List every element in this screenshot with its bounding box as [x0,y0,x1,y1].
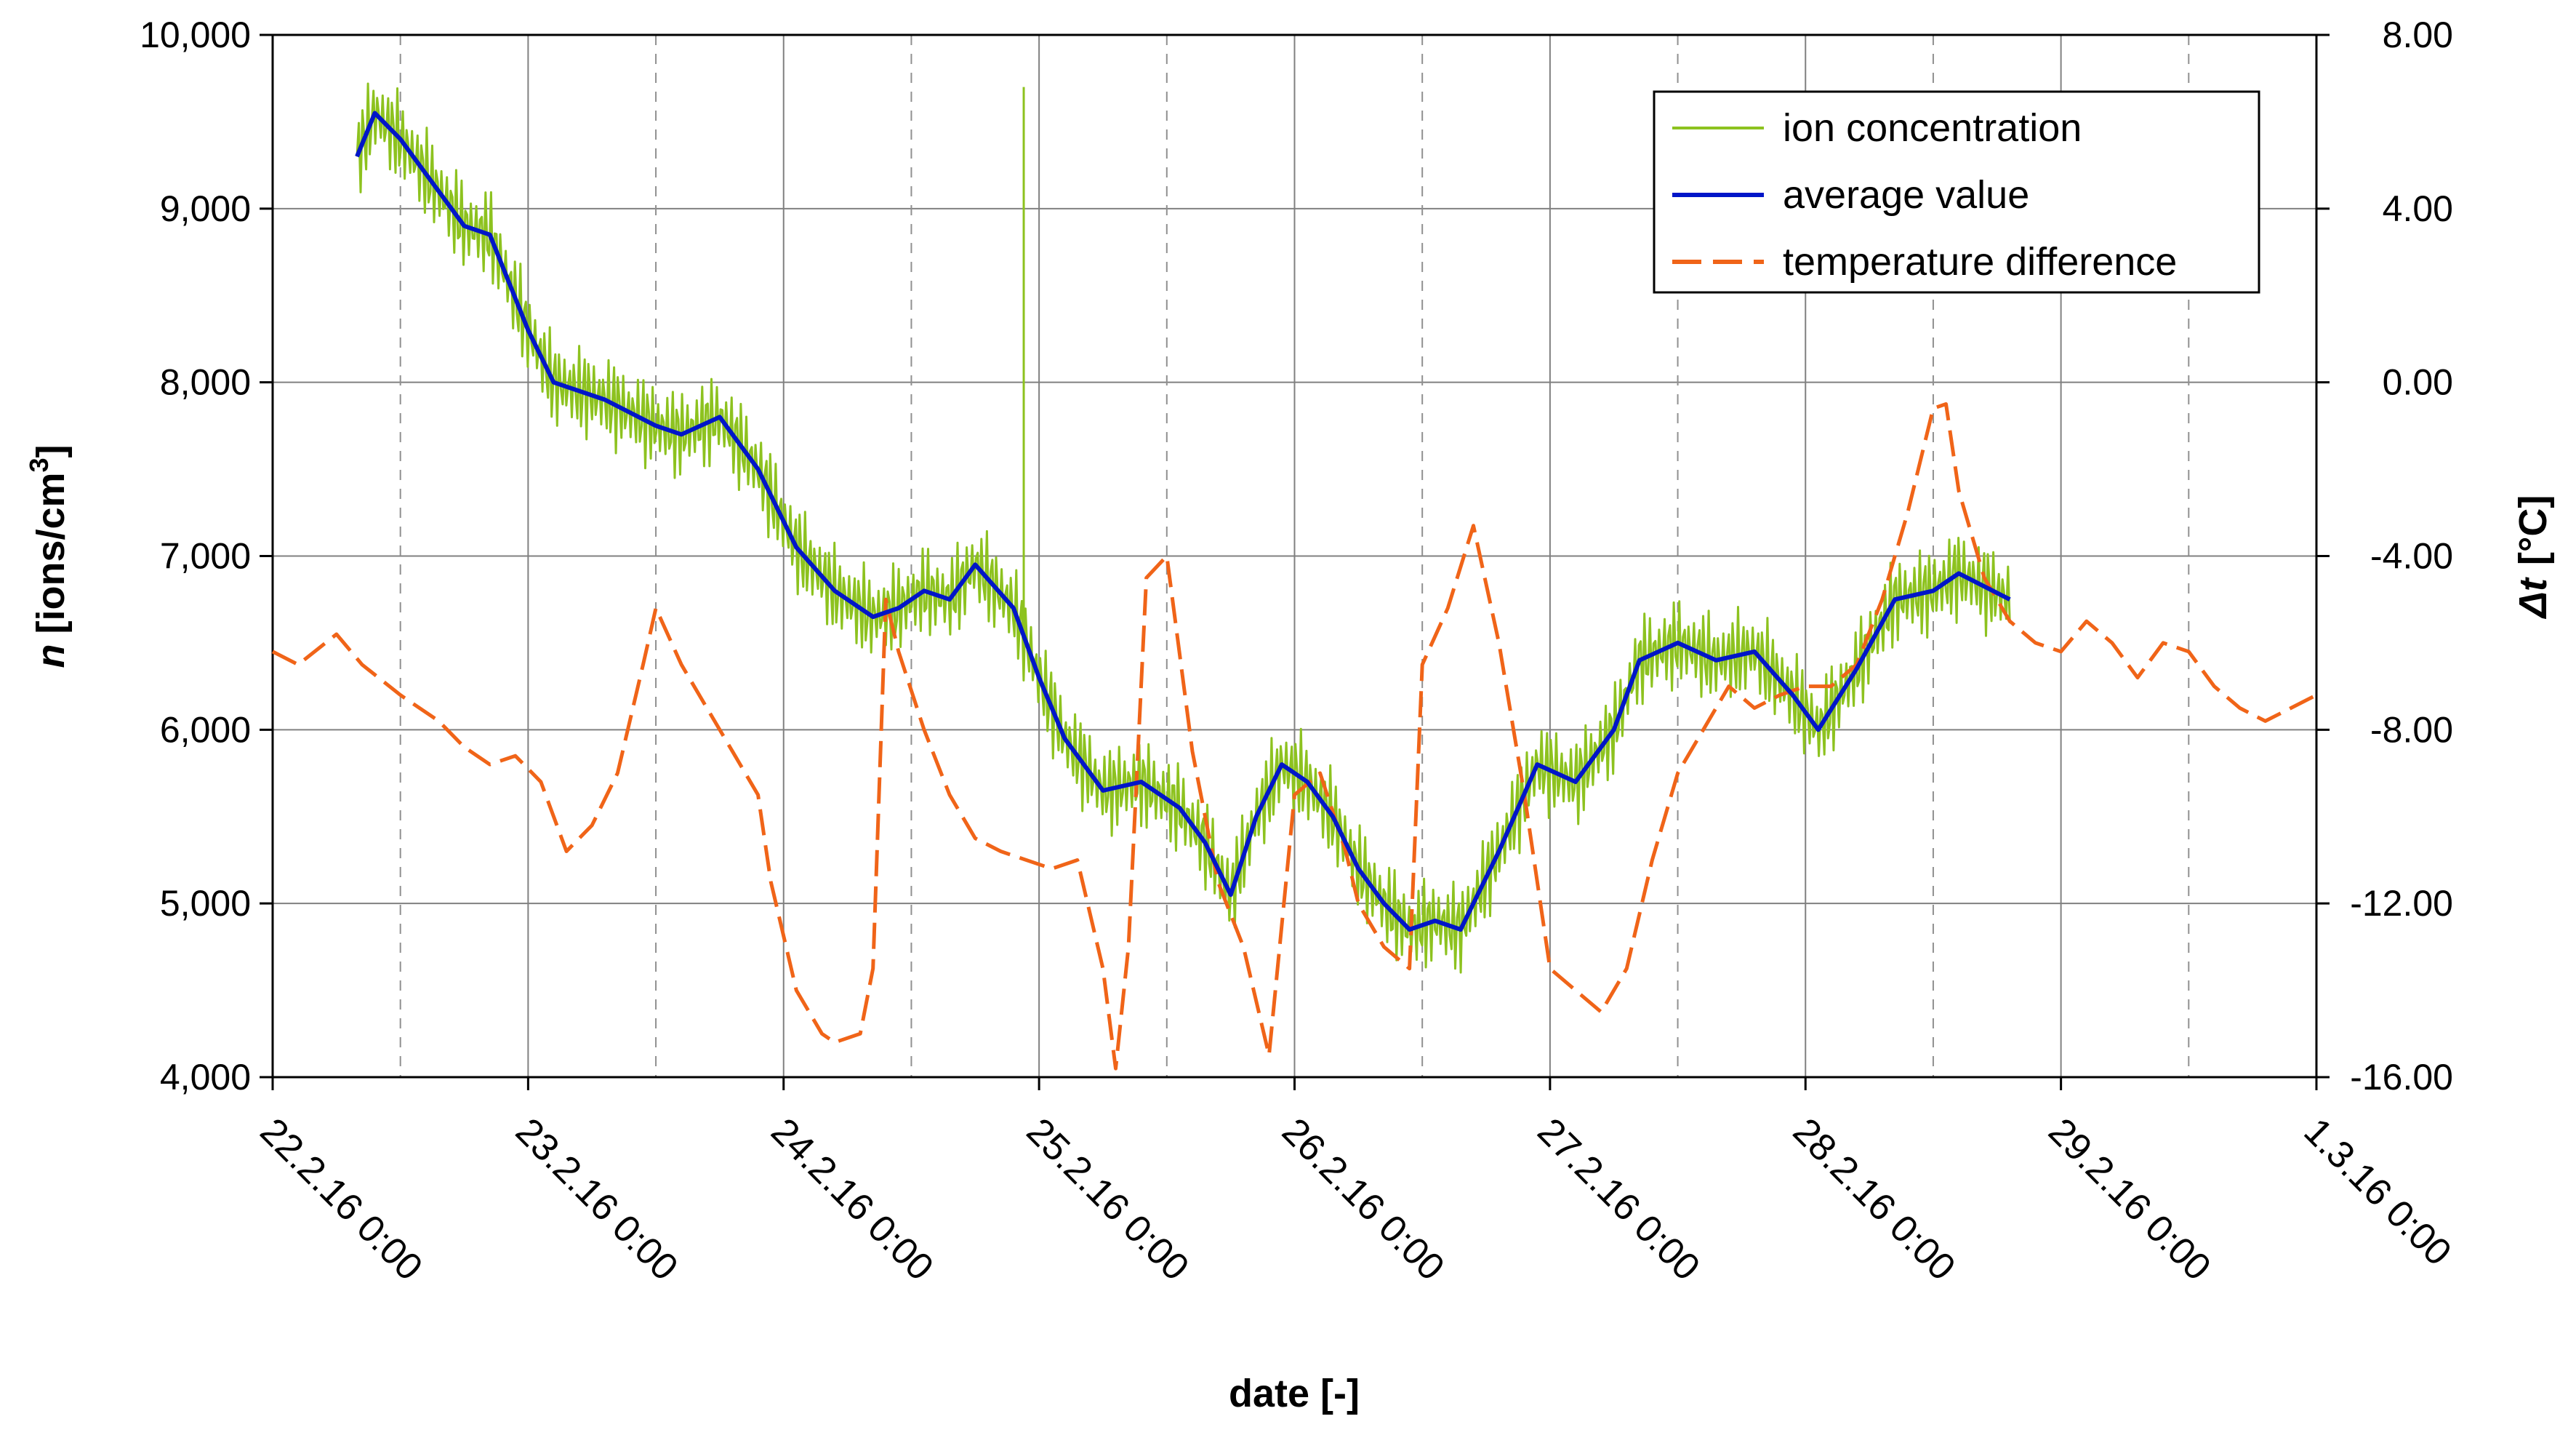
average-value-line [355,111,2011,932]
y-tick-label-6: 10,000 [140,15,251,55]
temperature-difference-line [271,402,2318,1071]
y2-tick-label-1: -12.00 [2350,883,2453,924]
y2-tick-label-0: -16.00 [2350,1057,2453,1098]
y-tick-label-2: 6,000 [160,709,251,750]
y-tick-label-0: 4,000 [160,1057,251,1098]
y2-axis-unit: [°C] [2511,495,2555,566]
y-tick-label-4: 8,000 [160,362,251,403]
y-axis-unit: [ions/cm [29,472,73,633]
legend-box [1653,90,2260,294]
right-axis: -16.00 -12.00 -8.00 -4.00 0.00 4.00 8.00 [2316,15,2453,1098]
x-axis-label: date [-] [1229,1372,1360,1415]
series-ion-concentration [356,82,2011,974]
y-tick-label-5: 9,000 [160,188,251,229]
left-axis: 4,000 5,000 6,000 7,000 8,000 9,000 10,000 [140,15,273,1098]
y2-tick-label-2: -8.00 [2370,709,2453,750]
y2-tick-label-3: -4.00 [2370,536,2453,577]
legend-label-average-value: average value [1783,173,2029,217]
y-axis-unit-sup: 3 [24,457,54,472]
y-axis-symbol: n [29,644,73,668]
y2-axis-label: Δt [°C] [2511,495,2555,620]
legend: ion concentration average value temperat… [1653,90,2260,294]
y-tick-label-3: 7,000 [160,536,251,577]
series-average-value [355,111,2011,932]
y2-axis-symbol: Δt [2511,577,2555,619]
y2-tick-label-5: 4.00 [2383,188,2453,229]
ion-concentration-line [356,82,2011,974]
series-temperature-difference [271,402,2318,1071]
y2-tick-label-6: 8.00 [2383,15,2453,55]
y-axis-label: n [ions/cm3] [24,444,73,668]
y-tick-label-1: 5,000 [160,883,251,924]
y-axis-unit-close: ] [29,444,73,457]
legend-label-ion-concentration: ion concentration [1783,106,2082,150]
legend-label-temperature-difference: temperature difference [1783,240,2177,284]
y2-tick-label-4: 0.00 [2383,362,2453,403]
